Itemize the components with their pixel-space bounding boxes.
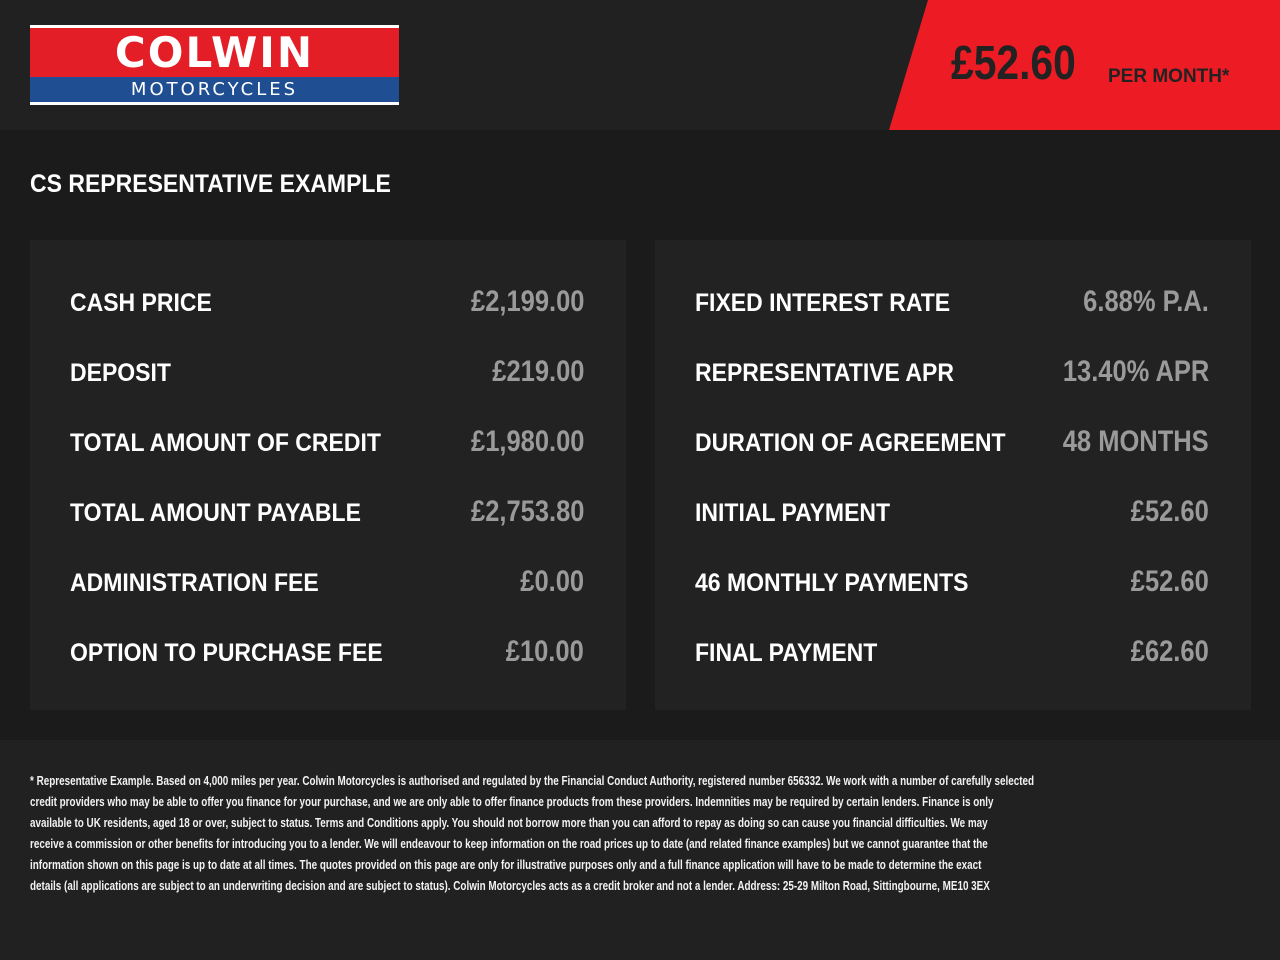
finance-label: CASH PRICE bbox=[70, 289, 212, 317]
finance-label: ADMINISTRATION FEE bbox=[70, 569, 319, 597]
finance-row: DURATION OF AGREEMENT 48 MONTHS bbox=[655, 425, 1251, 495]
finance-value: £62.60 bbox=[1130, 635, 1209, 668]
finance-value: £10.00 bbox=[505, 635, 584, 668]
finance-value: £1,980.00 bbox=[470, 425, 584, 458]
finance-row: CASH PRICE £2,199.00 bbox=[30, 285, 626, 355]
finance-label: DURATION OF AGREEMENT bbox=[695, 429, 1006, 457]
finance-value: £219.00 bbox=[491, 355, 584, 388]
finance-row: OPTION TO PURCHASE FEE £10.00 bbox=[30, 635, 626, 705]
colwin-logo[interactable]: COLWIN MOTORCYCLES bbox=[30, 25, 399, 105]
finance-label: INITIAL PAYMENT bbox=[695, 499, 891, 527]
finance-row: REPRESENTATIVE APR 13.40% APR bbox=[655, 355, 1251, 425]
finance-value: 48 MONTHS bbox=[1063, 425, 1209, 458]
finance-label: REPRESENTATIVE APR bbox=[695, 359, 955, 387]
logo-bottom: MOTORCYCLES bbox=[30, 77, 399, 102]
finance-value: £52.60 bbox=[1130, 495, 1209, 528]
finance-panel-left: CASH PRICE £2,199.00 DEPOSIT £219.00 TOTAL A… bbox=[30, 240, 626, 710]
disclaimer-line: credit providers who may be able to offe… bbox=[30, 794, 994, 809]
disclaimer-line: details (all applications are subject to… bbox=[30, 878, 990, 893]
finance-label: TOTAL AMOUNT PAYABLE bbox=[70, 499, 361, 527]
finance-label: FINAL PAYMENT bbox=[695, 639, 878, 667]
finance-row: TOTAL AMOUNT PAYABLE £2,753.80 bbox=[30, 495, 626, 565]
finance-row: FIXED INTEREST RATE 6.88% P.A. bbox=[655, 285, 1251, 355]
monthly-price-banner: £52.60 PER MONTH* bbox=[889, 0, 1280, 130]
finance-label: TOTAL AMOUNT OF CREDIT bbox=[70, 429, 381, 457]
finance-value: 6.88% P.A. bbox=[1083, 285, 1209, 318]
finance-value: £2,199.00 bbox=[470, 285, 584, 318]
per-month-label: PER MONTH* bbox=[1108, 66, 1230, 87]
finance-label: OPTION TO PURCHASE FEE bbox=[70, 639, 383, 667]
page-title: CS REPRESENTATIVE EXAMPLE bbox=[30, 170, 391, 198]
disclaimer-line: available to UK residents, aged 18 or ov… bbox=[30, 815, 988, 830]
finance-value: £0.00 bbox=[520, 565, 584, 598]
finance-label: FIXED INTEREST RATE bbox=[695, 289, 951, 317]
finance-value: 13.40% APR bbox=[1062, 355, 1209, 388]
finance-value: £52.60 bbox=[1130, 565, 1209, 598]
finance-row: TOTAL AMOUNT OF CREDIT £1,980.00 bbox=[30, 425, 626, 495]
disclaimer-line: receive a commission or other benefits f… bbox=[30, 836, 988, 851]
finance-label: 46 MONTHLY PAYMENTS bbox=[695, 569, 969, 597]
finance-panel-right: FIXED INTEREST RATE 6.88% P.A. REPRESENTAT… bbox=[655, 240, 1251, 710]
finance-row: DEPOSIT £219.00 bbox=[30, 355, 626, 425]
finance-row: 46 MONTHLY PAYMENTS £52.60 bbox=[655, 565, 1251, 635]
logo-top: COLWIN bbox=[30, 28, 399, 77]
disclaimer: * Representative Example. Based on 4,000… bbox=[0, 740, 1280, 960]
header: COLWIN MOTORCYCLES £52.60 PER MONTH* bbox=[0, 0, 1280, 130]
monthly-price: £52.60 bbox=[951, 37, 1076, 90]
disclaimer-line: information shown on this page is up to … bbox=[30, 857, 982, 872]
finance-value: £2,753.80 bbox=[470, 495, 584, 528]
finance-row: INITIAL PAYMENT £52.60 bbox=[655, 495, 1251, 565]
finance-row: ADMINISTRATION FEE £0.00 bbox=[30, 565, 626, 635]
finance-row: FINAL PAYMENT £62.60 bbox=[655, 635, 1251, 705]
finance-label: DEPOSIT bbox=[70, 359, 171, 387]
disclaimer-line: * Representative Example. Based on 4,000… bbox=[30, 773, 1035, 788]
